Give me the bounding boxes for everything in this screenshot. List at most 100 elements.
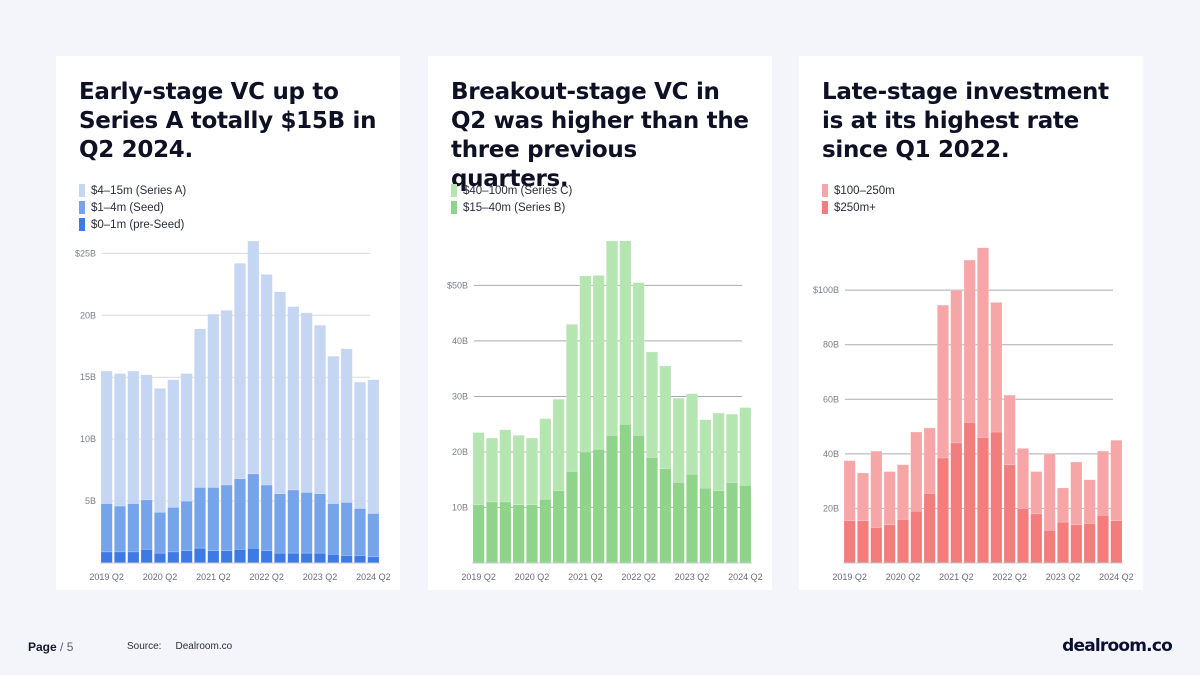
x-tick-label: 2020 Q2 (886, 572, 921, 582)
bar-segment (340, 502, 353, 556)
card-title: Breakout-stage VC in Q2 was higher than … (451, 79, 749, 192)
chart-legend: $4–15m (Series A) $1–4m (Seed) $0–1m (pr… (79, 182, 186, 233)
bar-segment (1110, 520, 1123, 564)
bar-segment (990, 302, 1003, 433)
bar-segment (194, 487, 206, 549)
bar-segment (686, 393, 698, 475)
legend-swatch (79, 201, 85, 214)
chart-legend: $100–250m $250m+ (822, 182, 895, 216)
x-tick-label: 2019 Q2 (89, 572, 124, 582)
bar-segment (857, 472, 869, 521)
bar-segment (114, 373, 126, 507)
bar-segment (512, 435, 525, 505)
x-tick-label: 2023 Q2 (303, 572, 338, 582)
bar-segment (1003, 394, 1016, 466)
bar-segment (287, 489, 300, 554)
bar-segment (140, 549, 153, 564)
bar-segment (606, 435, 618, 564)
bar-segment (247, 241, 260, 475)
bar-segment (552, 490, 565, 564)
bar-segment (699, 487, 712, 564)
bar-segment (672, 397, 685, 483)
bar-segment (180, 500, 193, 551)
bar-segment (632, 282, 645, 436)
bar-segment (472, 432, 485, 505)
bar-segment (672, 482, 685, 564)
bar-segment (1083, 523, 1096, 564)
bar-segment (180, 550, 193, 564)
bar-segment (114, 551, 126, 564)
y-tick-label: 40B (823, 449, 839, 459)
bar-segment (646, 457, 658, 564)
bar-segment (1017, 508, 1029, 564)
y-tick-label: 20B (80, 310, 96, 320)
bar-segment (100, 551, 113, 564)
bar-segment (539, 418, 552, 500)
bar-segment (923, 427, 936, 494)
page-label: Page (28, 640, 57, 654)
bar-segment (1017, 448, 1029, 509)
chart-legend: $40–100m (Series C) $15–40m (Series B) (451, 182, 572, 216)
y-tick-label: 20B (823, 503, 839, 513)
x-tick-label: 2022 Q2 (249, 572, 284, 582)
bar-segment (843, 520, 856, 564)
bar-segment (526, 437, 538, 505)
y-tick-label: 10B (80, 434, 96, 444)
bar-segment (1057, 521, 1069, 564)
y-tick-label: 40B (452, 336, 468, 346)
bar-segment (472, 504, 485, 564)
bar-segment (207, 550, 220, 564)
bar-segment (260, 274, 273, 486)
legend-label: $100–250m (834, 184, 895, 197)
bar-segment (739, 485, 752, 564)
bar-segment (207, 313, 220, 488)
bar-segment (1070, 524, 1083, 564)
legend-swatch (822, 201, 828, 214)
bar-segment (950, 289, 963, 444)
bar-segment (699, 419, 712, 489)
x-tick-label: 2021 Q2 (196, 572, 231, 582)
bar-segment (100, 370, 113, 504)
bar-segment (1030, 471, 1043, 515)
y-tick-label: 10B (452, 502, 468, 512)
bar-segment (1003, 464, 1016, 564)
bar-segment (552, 398, 565, 492)
y-tick-label: 5B (85, 496, 96, 506)
page-indicator: Page / 5 (28, 640, 73, 654)
bar-segment (167, 551, 180, 564)
bar-segment (632, 435, 645, 564)
bar-segment (234, 478, 246, 550)
card-late-stage: Late-stage investment is at its highest … (799, 56, 1143, 590)
bar-segment (659, 468, 672, 564)
x-tick-label: 2021 Q2 (568, 572, 603, 582)
bar-segment (367, 513, 380, 558)
card-title: Early-stage VC up to Series A totally $1… (79, 79, 377, 163)
x-tick-label: 2023 Q2 (1046, 572, 1081, 582)
bar-segment (977, 247, 989, 438)
legend-label: $4–15m (Series A) (91, 184, 187, 197)
legend-swatch (79, 184, 85, 197)
dealroom-logo: dealroom.co (1062, 636, 1173, 656)
legend-swatch (822, 184, 828, 197)
bar-segment (937, 304, 949, 459)
bar-segment (579, 451, 592, 564)
bar-segment (739, 407, 752, 486)
bar-segment (619, 241, 632, 425)
bar-segment (1070, 461, 1083, 526)
bar-segment (512, 504, 525, 564)
y-tick-label: 60B (823, 394, 839, 404)
legend-item: $15–40m (Series B) (451, 199, 572, 216)
bar-segment (963, 422, 976, 564)
legend-item: $40–100m (Series C) (451, 182, 572, 199)
bar-segment (870, 527, 883, 564)
bar-segment (247, 473, 260, 549)
y-tick-label: $100B (813, 285, 839, 295)
bar-segment (300, 492, 313, 554)
x-tick-label: 2021 Q2 (939, 572, 974, 582)
bar-segment (712, 490, 725, 564)
legend-swatch (451, 201, 457, 214)
bar-segment (1057, 487, 1069, 523)
bar-segment (180, 373, 193, 502)
bar-segment (314, 493, 326, 554)
bar-segment (857, 520, 869, 564)
